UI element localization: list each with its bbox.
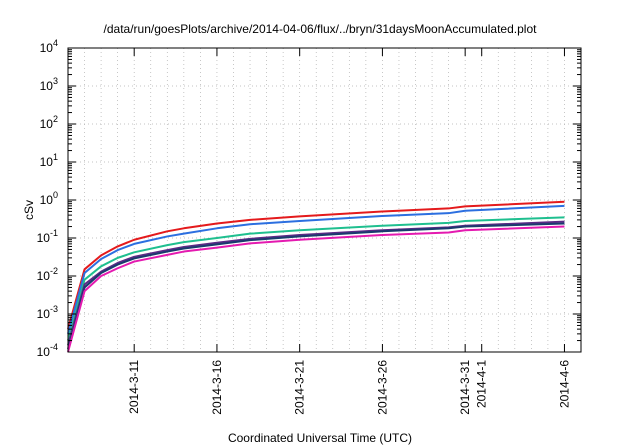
x-tick-label: 2014-3-21 — [293, 360, 307, 415]
grid — [68, 48, 581, 352]
series-line-3 — [67, 216, 565, 341]
series-line-1 — [67, 200, 565, 330]
y-tick-label: 10-3 — [37, 304, 58, 321]
chart-title: /data/run/goesPlots/archive/2014-04-06/f… — [103, 22, 537, 36]
series-line-6 — [67, 225, 565, 353]
axis-ticks: 10-4 10-3 10-2 10-1 100 101 102 103 104 2014-3-11… — [37, 38, 581, 415]
series-line-5 — [67, 222, 565, 350]
series-lines — [67, 200, 565, 353]
y-tick-label: 104 — [40, 38, 58, 55]
x-tick-label: 2014-4-6 — [557, 360, 571, 408]
y-tick-label: 102 — [40, 114, 58, 131]
x-tick-label: 2014-3-11 — [127, 360, 141, 414]
y-tick-label: 10-1 — [37, 228, 58, 245]
x-tick-label: 2014-3-16 — [210, 360, 224, 415]
x-tick-label: 2014-4-1 — [475, 360, 489, 408]
x-tick-label: 2014-3-31 — [458, 360, 472, 415]
y-tick-label: 101 — [40, 152, 58, 169]
x-tick-label: 2014-3-26 — [375, 360, 389, 415]
y-tick-label: 10-4 — [37, 342, 58, 359]
y-tick-label: 103 — [40, 76, 58, 93]
series-line-2 — [67, 204, 565, 335]
x-axis-label: Coordinated Universal Time (UTC) — [227, 431, 413, 445]
y-tick-label: 10-2 — [37, 266, 58, 283]
y-tick-label: 100 — [40, 190, 58, 207]
